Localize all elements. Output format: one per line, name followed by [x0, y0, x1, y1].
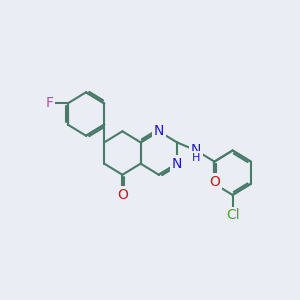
Text: H: H: [192, 153, 200, 163]
Text: N: N: [191, 143, 201, 158]
Text: O: O: [117, 188, 128, 202]
Text: Cl: Cl: [226, 208, 239, 222]
Text: N: N: [172, 157, 182, 171]
Text: O: O: [209, 175, 220, 189]
Text: N: N: [154, 124, 164, 138]
Text: F: F: [46, 96, 54, 110]
